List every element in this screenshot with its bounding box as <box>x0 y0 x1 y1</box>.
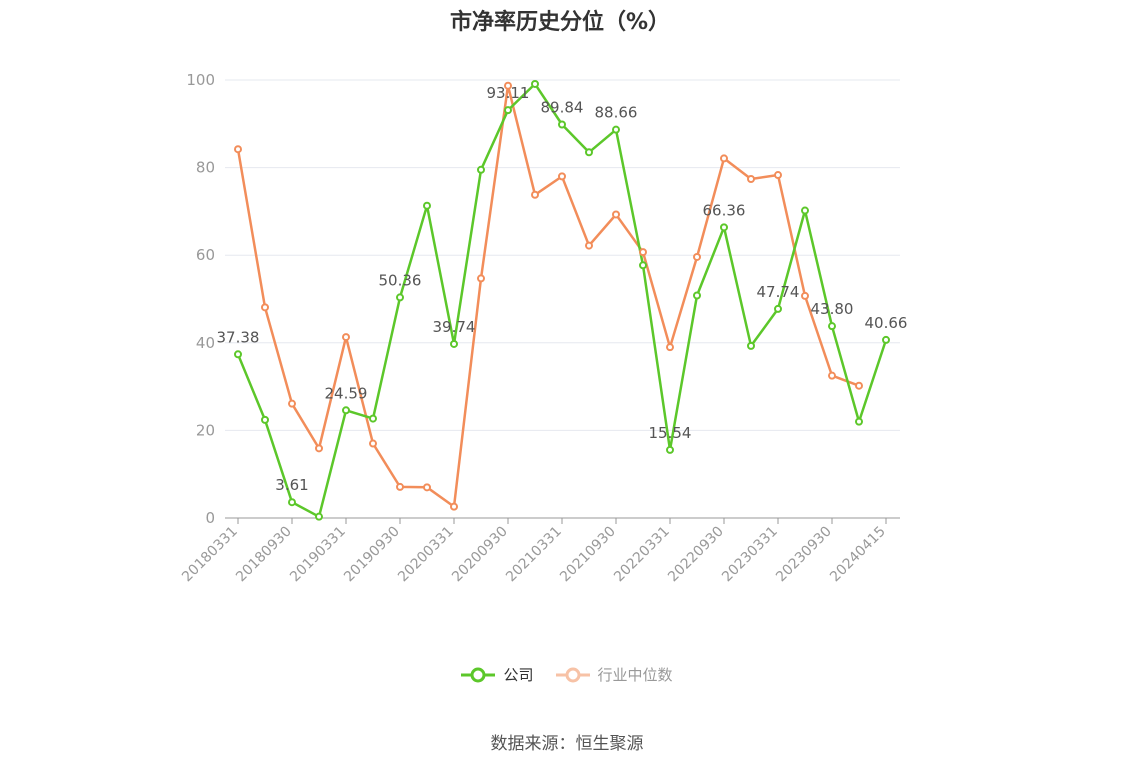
data-labels: 37.38 3.61 24.59 50.36 39.74 93.11 89.84 88.66 1… <box>217 84 908 494</box>
data-label-company-20240415: 40.66 <box>865 314 908 332</box>
data-label-company-20190930: 50.36 <box>379 271 422 289</box>
point-company-20180930 <box>288 498 296 507</box>
point-industry-median-20200331 <box>450 502 458 511</box>
series-line-industry-median <box>236 84 860 508</box>
legend: 公司 行业中位数 <box>0 664 1134 685</box>
y-tick-label-100: 100 <box>186 71 215 89</box>
x-tick-label-20230331: 20230331 <box>719 524 781 586</box>
x-tick-label-20220331: 20220331 <box>611 524 673 586</box>
point-company-20181231 <box>315 512 323 521</box>
point-industry-median-20210331 <box>558 172 566 181</box>
legend-company-label: 公司 <box>503 666 534 684</box>
point-company-20190930 <box>396 293 404 302</box>
y-tick-label-80: 80 <box>196 159 215 177</box>
legend-item-company[interactable]: 公司 <box>461 664 534 685</box>
point-industry-median-20190930 <box>396 482 404 491</box>
data-source: 数据来源：恒生聚源 <box>490 734 644 754</box>
axes: 0 20 40 60 80 100 2018033120180930201903312019… <box>179 71 900 585</box>
point-company-20240415 <box>882 335 890 344</box>
point-industry-median-20180930 <box>288 399 296 408</box>
chart-title: 市净率历史分位（%） <box>449 10 671 35</box>
point-company-20200930 <box>504 106 512 115</box>
point-company-20200331 <box>450 339 458 348</box>
point-industry-median-20220331 <box>666 343 674 352</box>
point-industry-median-20230331 <box>774 171 782 180</box>
point-company-20210331 <box>558 120 566 129</box>
x-tick-label-20200331: 20200331 <box>395 524 457 586</box>
y-tick-label-40: 40 <box>196 334 215 352</box>
point-company-20200630 <box>477 165 485 174</box>
x-tick-label-20210930: 20210930 <box>557 524 619 586</box>
legend-company-marker <box>461 667 496 682</box>
point-industry-median-20190630 <box>369 439 377 448</box>
point-industry-median-20230930 <box>828 371 836 380</box>
point-industry-median-20230630 <box>801 291 809 300</box>
point-company-20210930 <box>612 125 620 134</box>
point-industry-median-20201231 <box>531 190 539 199</box>
point-industry-median-20220930 <box>720 154 728 163</box>
point-industry-median-20221231 <box>747 174 755 183</box>
point-industry-median-20200630 <box>477 274 485 283</box>
point-industry-median-20200930 <box>504 81 512 90</box>
point-company-20220630 <box>693 291 701 300</box>
y-tick-label-20: 20 <box>196 421 215 439</box>
data-label-company-20190331: 24.59 <box>325 384 368 402</box>
point-industry-median-20190331 <box>342 333 350 342</box>
data-label-company-20180930: 3.61 <box>275 476 308 494</box>
point-company-20190630 <box>369 414 377 423</box>
data-label-company-20230331: 47.74 <box>757 283 800 301</box>
point-company-20191231 <box>423 201 431 210</box>
point-industry-median-20210630 <box>585 241 593 250</box>
data-label-company-20200331: 39.74 <box>433 318 476 336</box>
legend-industry-marker <box>555 667 590 682</box>
point-industry-median-20180331 <box>234 145 242 154</box>
data-label-company-20200930: 93.11 <box>487 84 530 102</box>
point-industry-median-20220630 <box>693 252 701 261</box>
data-label-company-20210331: 89.84 <box>541 99 584 117</box>
x-tick-label-20180331: 20180331 <box>179 524 241 586</box>
point-company-20220331 <box>666 445 674 454</box>
point-company-20230331 <box>774 304 782 313</box>
data-label-company-20210930: 88.66 <box>595 104 638 122</box>
point-company-20231231 <box>855 417 863 426</box>
y-tick-label-0: 0 <box>205 509 215 527</box>
x-tick-label-20240415: 20240415 <box>827 524 889 586</box>
point-company-20180630 <box>261 415 269 424</box>
point-company-20230630 <box>801 206 809 215</box>
point-industry-median-20210930 <box>612 210 620 219</box>
x-tick-label-20180930: 20180930 <box>233 524 295 586</box>
x-tick-label-20190331: 20190331 <box>287 524 349 586</box>
point-industry-median-20180630 <box>261 303 269 312</box>
x-tick-label-20200930: 20200930 <box>449 524 511 586</box>
point-company-20201231 <box>531 79 539 88</box>
y-tick-label-60: 60 <box>196 246 215 264</box>
x-tick-label-20190930: 20190930 <box>341 524 403 586</box>
point-industry-median-20211231 <box>639 248 647 257</box>
data-label-company-20220331: 15.54 <box>649 424 692 442</box>
point-industry-median-20181231 <box>315 444 323 453</box>
point-company-20190331 <box>342 406 350 415</box>
grid-lines <box>225 79 900 431</box>
data-label-company-20230930: 43.80 <box>811 300 854 318</box>
point-industry-median-20191231 <box>423 483 431 492</box>
point-company-20211231 <box>639 261 647 270</box>
data-label-company-20180331: 37.38 <box>217 328 260 346</box>
x-tick-label-20220930: 20220930 <box>665 524 727 586</box>
legend-industry-label: 行业中位数 <box>597 666 673 684</box>
point-company-20220930 <box>720 223 728 232</box>
point-industry-median-20231231 <box>855 381 863 390</box>
point-company-20180331 <box>234 350 242 359</box>
x-tick-label-20230930: 20230930 <box>773 524 835 586</box>
point-company-20210630 <box>585 148 593 157</box>
x-tick-label-20210331: 20210331 <box>503 524 565 586</box>
data-label-company-20220930: 66.36 <box>703 201 746 219</box>
legend-item-industry-median[interactable]: 行业中位数 <box>555 664 673 685</box>
point-company-20230930 <box>828 322 836 331</box>
point-company-20221231 <box>747 341 755 350</box>
data-points <box>234 79 890 521</box>
